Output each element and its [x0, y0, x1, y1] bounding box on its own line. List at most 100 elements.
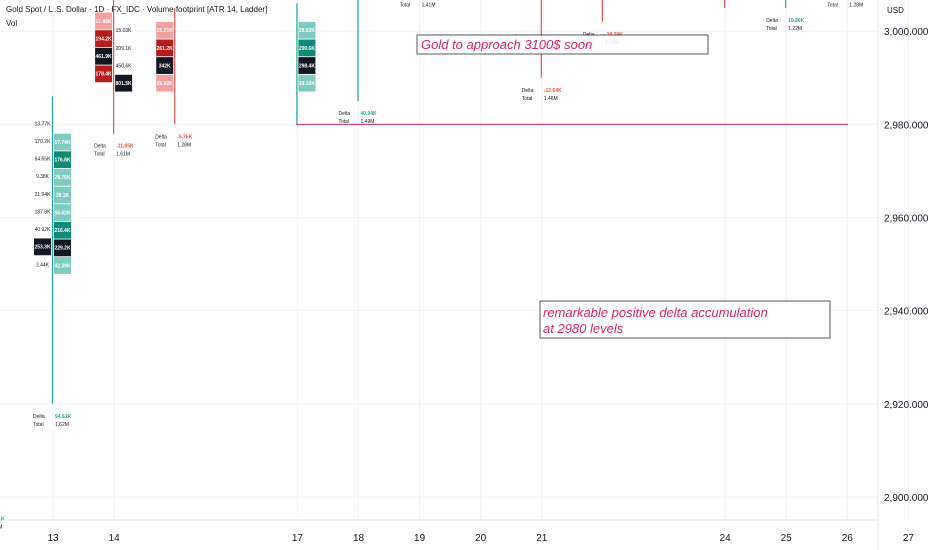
- footprint-candle: 58.58K118.4K111.6K482.8K108.8KDelta33.KT…: [0, 516, 5, 530]
- ask-volume-label: 28.1K: [56, 193, 70, 199]
- x-tick-label: 14: [109, 533, 121, 544]
- bid-cell: [156, 57, 174, 74]
- footprint-candle: 25.21K 261.2K 342K 15.02K Delta -5.76K Total 1.…: [155, 7, 193, 148]
- symbol-title: Gold Spot / U.S. Dollar · 1D · FX_IDC · …: [6, 5, 268, 14]
- total-value: 1.61M: [116, 152, 130, 158]
- delta-value: -11.85K: [116, 144, 134, 150]
- bid-volume-label: 187.8K: [35, 209, 52, 215]
- total-value: 1.46M: [544, 96, 558, 102]
- bid-volume-label: 342K: [159, 63, 171, 69]
- total-caption: Total: [155, 142, 166, 148]
- ask-cell: [54, 151, 71, 169]
- y-tick-label: 2,980.000: [884, 120, 929, 131]
- ask-volume-label: 450.6K: [116, 63, 133, 69]
- footprint-candle: 15.8K109.4K312.3K161.7K46111.39K122.9K32…: [766, 0, 805, 32]
- ask-volume-label: 216.4K: [54, 228, 71, 234]
- delta-value: 32.21K: [849, 0, 866, 1]
- ask-cell: [54, 221, 71, 239]
- bid-volume-label: 17.86K: [96, 19, 113, 25]
- delta-value: -5.76K: [177, 134, 192, 140]
- ask-volume-label: 298.4K: [299, 63, 316, 69]
- footprint-candle: 29.53K 290.6K 298.4K 19.12K: [296, 3, 316, 125]
- bid-volume-label: 261.2K: [157, 46, 174, 52]
- total-caption: Total: [766, 26, 777, 32]
- y-tick-label: 2,940.000: [884, 307, 929, 318]
- total-value: 1.22M: [788, 26, 802, 32]
- ask-volume-label: 17.74K: [54, 140, 71, 146]
- ask-volume-label: 42.39K: [54, 263, 71, 269]
- delta-value: 40.04K: [361, 111, 378, 117]
- delta-caption: Delta: [155, 134, 167, 140]
- ask-cell: [298, 74, 316, 92]
- bid-cell: [156, 74, 174, 92]
- total-value: 1.28M: [177, 142, 191, 148]
- delta-value: 33.95K: [422, 0, 439, 1]
- total-value: 1.62M: [55, 422, 69, 428]
- y-tick-label: 2,900.000: [884, 493, 929, 504]
- grid: [0, 0, 909, 520]
- bid-volume-label: 2.44K: [36, 262, 50, 268]
- currency-selector[interactable]: USD: [887, 6, 904, 15]
- footprint-candle: 42.98K164.5K215.8K92.35K147.9K93.22K5474…: [522, 0, 562, 102]
- x-tick-label: 13: [47, 533, 59, 544]
- ask-cell: [115, 74, 133, 92]
- delta-value: 19.86K: [788, 18, 805, 24]
- delta-value: 94.61K: [55, 414, 72, 420]
- bid-volume-label: 461.9K: [96, 54, 113, 60]
- x-tick-label: 26: [842, 533, 854, 544]
- bid-volume-label: 13.77K: [35, 121, 52, 127]
- bid-cell: [95, 30, 113, 48]
- total-value: 1.28M: [849, 3, 863, 9]
- ask-cell: [54, 133, 71, 151]
- ask-volume-label: 229.2K: [54, 246, 71, 252]
- delta-caption: Delta: [400, 0, 412, 1]
- delta-caption: Delta: [827, 0, 839, 1]
- ask-volume-label: 56.62K: [54, 210, 71, 216]
- ask-cell: [298, 21, 316, 39]
- total-value: 1.49M: [361, 119, 375, 125]
- x-tick-label: 19: [414, 533, 426, 544]
- volume-indicator-label[interactable]: Vol: [6, 19, 18, 28]
- total-caption: Total: [33, 422, 44, 428]
- total-caption: Total: [400, 3, 411, 9]
- ask-volume-label: 78.75K: [54, 175, 71, 181]
- x-tick-label: 20: [475, 533, 487, 544]
- ask-volume-label: 15.03K: [116, 28, 133, 34]
- ask-volume-label: 209.1K: [116, 46, 133, 52]
- bid-volume-label: 178.4K: [96, 72, 113, 78]
- footprint-candle: 1.09K271.9K270.6K75.01K: [723, 0, 726, 8]
- annotation-box-top: [416, 34, 709, 55]
- x-tick-label: 18: [353, 533, 365, 544]
- ask-cell: [54, 168, 71, 186]
- x-tick-label: 27: [903, 533, 915, 544]
- total-caption: Total: [339, 119, 350, 125]
- bid-volume-label: 64.65K: [35, 157, 52, 163]
- bid-volume-label: 40.92K: [35, 227, 52, 233]
- bid-volume-label: 15.02K: [157, 81, 174, 87]
- x-tick-label: 24: [720, 533, 732, 544]
- y-tick-label: 3,000.000: [884, 27, 929, 38]
- footprint-candle: 4.15K121.4K336.7K225.7K08.08K136.1K339.6…: [400, 0, 439, 9]
- footprint-candle: 182.4K252.6K106.2K98.59K81.49K2.97K193.8…: [339, 0, 378, 125]
- bid-volume-label: 21.94K: [35, 192, 52, 198]
- footprint-candle: 17.86K 194.2K 461.9K 178.4K 15.03K 209.1K 450.…: [94, 0, 134, 158]
- ask-cell: [298, 39, 316, 57]
- ask-cell: [54, 204, 71, 222]
- x-tick-label: 25: [781, 533, 793, 544]
- delta-caption: Delta: [94, 144, 106, 150]
- bid-volume-label: 170.2K: [35, 139, 52, 145]
- annotation-box-bottom: [539, 300, 831, 339]
- bid-cell: [95, 65, 113, 83]
- ask-volume-label: 290.6K: [299, 46, 316, 52]
- total-caption: Total: [522, 96, 533, 102]
- delta-caption: Delta: [766, 18, 778, 24]
- bid-volume-label: 253.3K: [34, 245, 51, 251]
- ask-volume-label: 801.5K: [116, 81, 133, 87]
- ask-cell: [54, 186, 71, 204]
- delta-value: 33.K: [0, 516, 5, 522]
- ask-volume-label: 19.12K: [299, 81, 316, 87]
- annotation-text-line1: remarkable positive delta accumulation: [543, 305, 768, 320]
- y-tick-label: 2,920.000: [884, 400, 929, 411]
- annotation-text-top: Gold to approach 3100$ soon: [421, 37, 592, 52]
